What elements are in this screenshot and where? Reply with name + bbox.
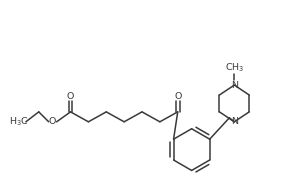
Text: O: O — [67, 93, 74, 101]
Text: O: O — [174, 93, 181, 101]
Text: N: N — [231, 117, 238, 126]
Text: N: N — [231, 81, 238, 89]
Text: H$_3$C: H$_3$C — [9, 116, 29, 128]
Text: O: O — [49, 117, 56, 126]
Text: CH$_3$: CH$_3$ — [225, 62, 244, 74]
